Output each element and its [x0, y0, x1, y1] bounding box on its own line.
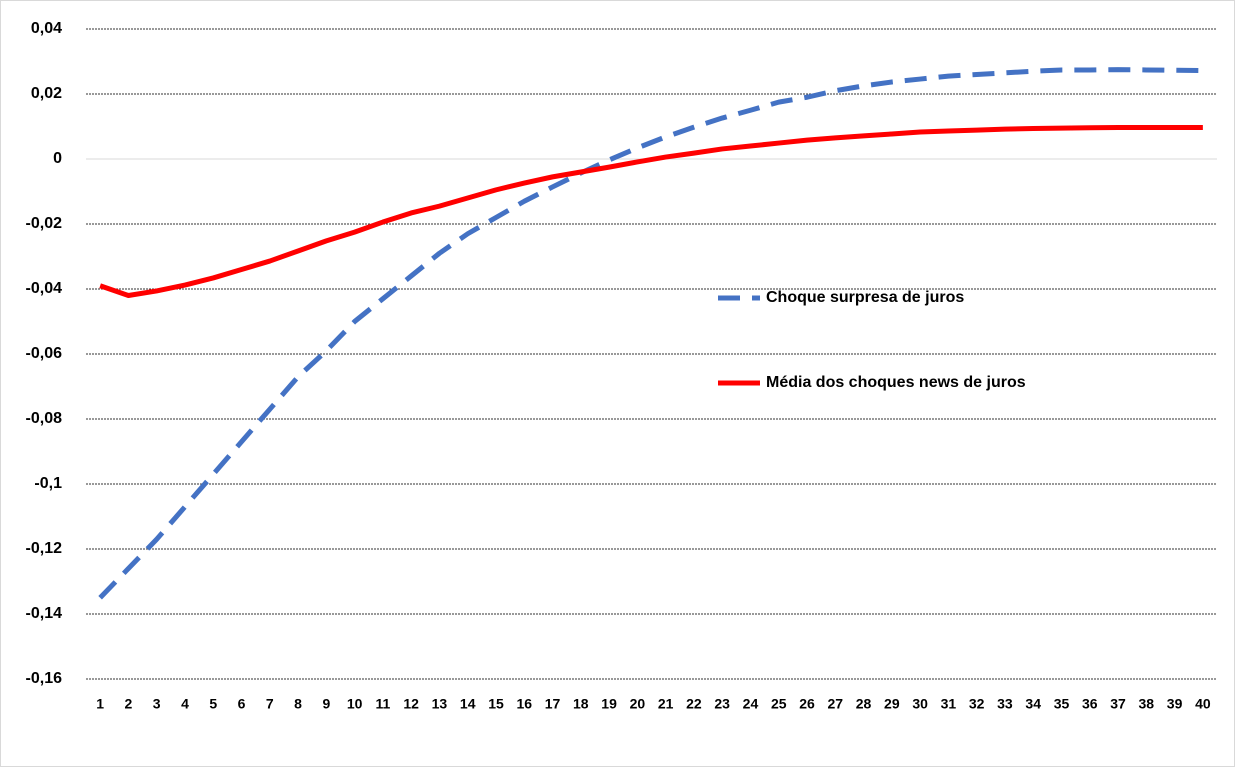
x-tick-label: 7 [266, 696, 274, 712]
y-tick-label: -0,04 [26, 280, 63, 297]
y-tick-label: 0,04 [31, 20, 62, 37]
x-tick-label: 11 [375, 696, 390, 712]
x-tick-label: 37 [1110, 696, 1126, 712]
series-line [99, 124, 1203, 298]
x-tick-label: 4 [181, 696, 189, 712]
x-tick-label: 10 [347, 696, 363, 712]
x-tick-label: 24 [743, 696, 759, 712]
legend-label: Média dos choques news de juros [766, 374, 1026, 391]
x-tick-label: 31 [941, 696, 957, 712]
legend-label: Choque surpresa de juros [766, 289, 965, 306]
x-tick-label: 17 [545, 696, 561, 712]
x-tick-label: 9 [322, 696, 330, 712]
x-tick-label: 12 [403, 696, 419, 712]
x-tick-label: 16 [516, 696, 532, 712]
x-tick-label: 34 [1025, 696, 1041, 712]
x-tick-label: 13 [432, 696, 448, 712]
x-tick-label: 5 [209, 696, 217, 712]
x-tick-label: 35 [1054, 696, 1070, 712]
x-tick-label: 30 [912, 696, 928, 712]
x-tick-label: 22 [686, 696, 702, 712]
x-tick-label: 19 [601, 696, 617, 712]
x-tick-label: 20 [630, 696, 646, 712]
x-tick-label: 29 [884, 696, 900, 712]
x-tick-label: 6 [238, 696, 246, 712]
y-tick-label: -0,14 [26, 605, 63, 622]
x-tick-label: 39 [1167, 696, 1183, 712]
x-tick-label: 8 [294, 696, 302, 712]
y-tick-label: -0,1 [34, 475, 62, 492]
x-tick-label: 2 [125, 696, 133, 712]
x-tick-label: 18 [573, 696, 589, 712]
y-tick-label: -0,02 [26, 215, 63, 232]
y-tick-label: 0,02 [31, 85, 62, 102]
x-tick-label: 14 [460, 696, 476, 712]
x-tick-label: 15 [488, 696, 504, 712]
x-tick-label: 36 [1082, 696, 1098, 712]
x-tick-label: 3 [153, 696, 161, 712]
y-tick-label: 0 [53, 150, 62, 167]
x-tick-label: 27 [827, 696, 843, 712]
x-tick-label: 33 [997, 696, 1013, 712]
x-tick-label: 28 [856, 696, 872, 712]
x-tick-label: 38 [1139, 696, 1155, 712]
y-tick-label: -0,06 [26, 345, 63, 362]
x-tick-label: 25 [771, 696, 787, 712]
x-tick-label: 1 [96, 696, 104, 712]
x-tick-label: 26 [799, 696, 815, 712]
series-line [98, 67, 1203, 600]
y-tick-label: -0,12 [26, 540, 63, 557]
x-tick-label: 32 [969, 696, 985, 712]
x-tick-label: 40 [1195, 696, 1211, 712]
y-tick-label: -0,08 [26, 410, 63, 427]
y-tick-label: -0,16 [26, 670, 63, 687]
x-tick-label: 23 [714, 696, 730, 712]
x-tick-label: 21 [658, 696, 674, 712]
